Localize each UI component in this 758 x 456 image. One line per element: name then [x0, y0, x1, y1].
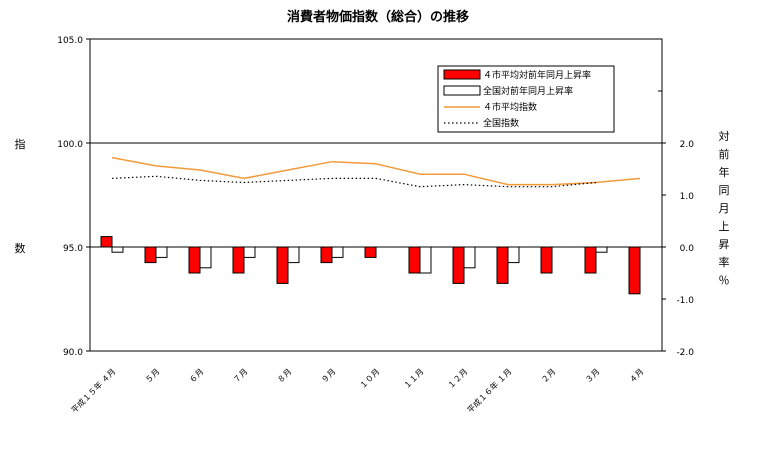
bar-national-rate [463, 246, 476, 269]
bar-4city-rate [188, 246, 201, 274]
line-national-index [111, 175, 597, 188]
bar-national-rate [331, 246, 344, 258]
bar-4city-rate [232, 246, 245, 274]
right-tick-label: 0.0 [680, 244, 695, 254]
legend: ４市平均対前年同月上昇率 全国対前年同月上昇率 ４市平均指数 全国指数 [437, 65, 615, 133]
right-axis-label-char: 月 [719, 202, 730, 215]
left-axis-label-char: 指 [15, 137, 26, 151]
bar-national-rate [243, 246, 256, 258]
x-tick-label: 平成１６年 １月 [465, 366, 513, 414]
bar-national-rate [111, 246, 124, 253]
x-tick-label: １２月 [446, 367, 469, 390]
bar-national-rate [199, 246, 212, 269]
bar-4city-rate [628, 246, 641, 295]
right-axis-label-char: ％ [719, 274, 730, 287]
x-tick-label: ８月 [276, 367, 294, 385]
bar-4city-rate [276, 246, 289, 284]
right-axis-label-char: 率 [719, 255, 730, 269]
bar-4city-rate [408, 246, 421, 274]
legend-swatch-bar-national [443, 85, 481, 96]
x-tick-label: ５月 [144, 367, 162, 385]
left-axis-label: 指数 [15, 137, 26, 255]
right-axis-label-char: 昇 [719, 238, 730, 251]
bar-national-rate [507, 246, 520, 264]
bar-4city-rate [364, 246, 377, 258]
bar-national-rate [419, 246, 432, 274]
legend-label-bar-national: 全国対前年同月上昇率 [483, 85, 573, 97]
bar-4city-rate [452, 246, 465, 284]
left-tick-label: 100.0 [57, 140, 83, 150]
right-tick-label: -2.0 [676, 348, 694, 358]
x-tick-label: ２月 [540, 367, 558, 385]
bar-4city-rate [320, 246, 333, 264]
right-tick-label: 2.0 [680, 140, 695, 150]
bar-national-rate [595, 246, 608, 253]
bar-4city-rate [496, 246, 509, 284]
line-4city-index [111, 156, 641, 186]
left-tick-label: 95.0 [63, 244, 83, 254]
x-tick-label: １０月 [358, 367, 381, 390]
right-tick-label: -1.0 [676, 296, 694, 306]
right-axis-label-char: 前 [719, 147, 730, 161]
x-tick-label: 平成１５年 ４月 [69, 366, 117, 414]
x-tick-label: ３月 [584, 367, 602, 385]
right-axis-label-char: 同 [719, 184, 730, 197]
x-tick-label: ９月 [320, 367, 338, 385]
chart-title: 消費者物価指数（総合）の推移 [287, 9, 469, 25]
x-tick-label: ７月 [232, 367, 250, 385]
bar-national-rate [155, 246, 168, 258]
right-tick-label: 1.0 [680, 192, 695, 202]
bar-4city-rate [144, 246, 157, 264]
left-tick-label: 105.0 [57, 36, 83, 46]
x-tick-label: ６月 [188, 367, 206, 385]
legend-label-line-national: 全国指数 [483, 117, 519, 129]
legend-swatch-bar-4city [443, 69, 481, 80]
left-tick-label: 90.0 [63, 348, 83, 358]
right-axis-label: 対前年同月上昇率 ％ [719, 129, 730, 287]
legend-label-line-4city: ４市平均指数 [483, 101, 537, 113]
right-axis-label-char: 年 [719, 165, 730, 179]
x-tick-label: ４月 [628, 367, 646, 385]
bar-4city-rate [584, 246, 597, 274]
bar-4city-rate [540, 246, 553, 274]
bar-4city-rate [100, 236, 113, 248]
bar-national-rate [287, 246, 300, 264]
right-axis-label-char: 上 [719, 220, 730, 233]
right-axis-label-char: 対 [719, 129, 730, 143]
legend-label-bar-4city: ４市平均対前年同月上昇率 [483, 69, 591, 81]
left-axis-label-char: 数 [15, 242, 26, 255]
x-tick-label: １１月 [402, 367, 425, 390]
